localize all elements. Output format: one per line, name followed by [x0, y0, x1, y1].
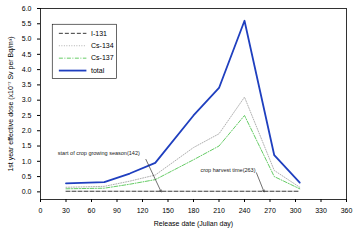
svg-text:90: 90 [113, 207, 121, 214]
svg-text:180: 180 [188, 207, 200, 214]
svg-text:330: 330 [315, 207, 327, 214]
svg-text:0: 0 [39, 207, 43, 214]
svg-text:4.0: 4.0 [22, 66, 32, 73]
svg-text:0.5: 0.5 [22, 173, 32, 180]
svg-text:5.0: 5.0 [22, 35, 32, 42]
svg-text:Cs-134: Cs-134 [91, 42, 114, 49]
svg-text:6.0: 6.0 [22, 5, 32, 12]
svg-text:30: 30 [62, 207, 70, 214]
svg-text:1.5: 1.5 [22, 142, 32, 149]
svg-text:3.5: 3.5 [22, 81, 32, 88]
svg-text:360: 360 [341, 207, 353, 214]
svg-text:total: total [91, 67, 105, 74]
svg-text:5.5: 5.5 [22, 20, 32, 27]
svg-text:Cs-137: Cs-137 [91, 54, 114, 61]
svg-text:300: 300 [290, 207, 302, 214]
svg-text:60: 60 [88, 207, 96, 214]
svg-text:120: 120 [137, 207, 149, 214]
svg-text:1.0: 1.0 [22, 158, 32, 165]
svg-text:4.5: 4.5 [22, 51, 32, 58]
svg-text:1st year effective dose (x10⁻⁷: 1st year effective dose (x10⁻⁷ Sv per Bq… [7, 36, 15, 171]
svg-text:I-131: I-131 [91, 30, 107, 37]
svg-text:240: 240 [239, 207, 251, 214]
svg-text:3.0: 3.0 [22, 96, 32, 103]
svg-text:Release date (Julian day): Release date (Julian day) [154, 220, 233, 228]
svg-text:0.0: 0.0 [22, 188, 32, 195]
svg-text:210: 210 [213, 207, 225, 214]
svg-text:2.5: 2.5 [22, 112, 32, 119]
svg-text:150: 150 [162, 207, 174, 214]
svg-text:2.0: 2.0 [22, 127, 32, 134]
svg-text:270: 270 [264, 207, 276, 214]
svg-text:crop harvest time(263): crop harvest time(263) [200, 167, 255, 173]
svg-text:start of crop growing season(1: start of crop growing season(142) [58, 150, 140, 156]
